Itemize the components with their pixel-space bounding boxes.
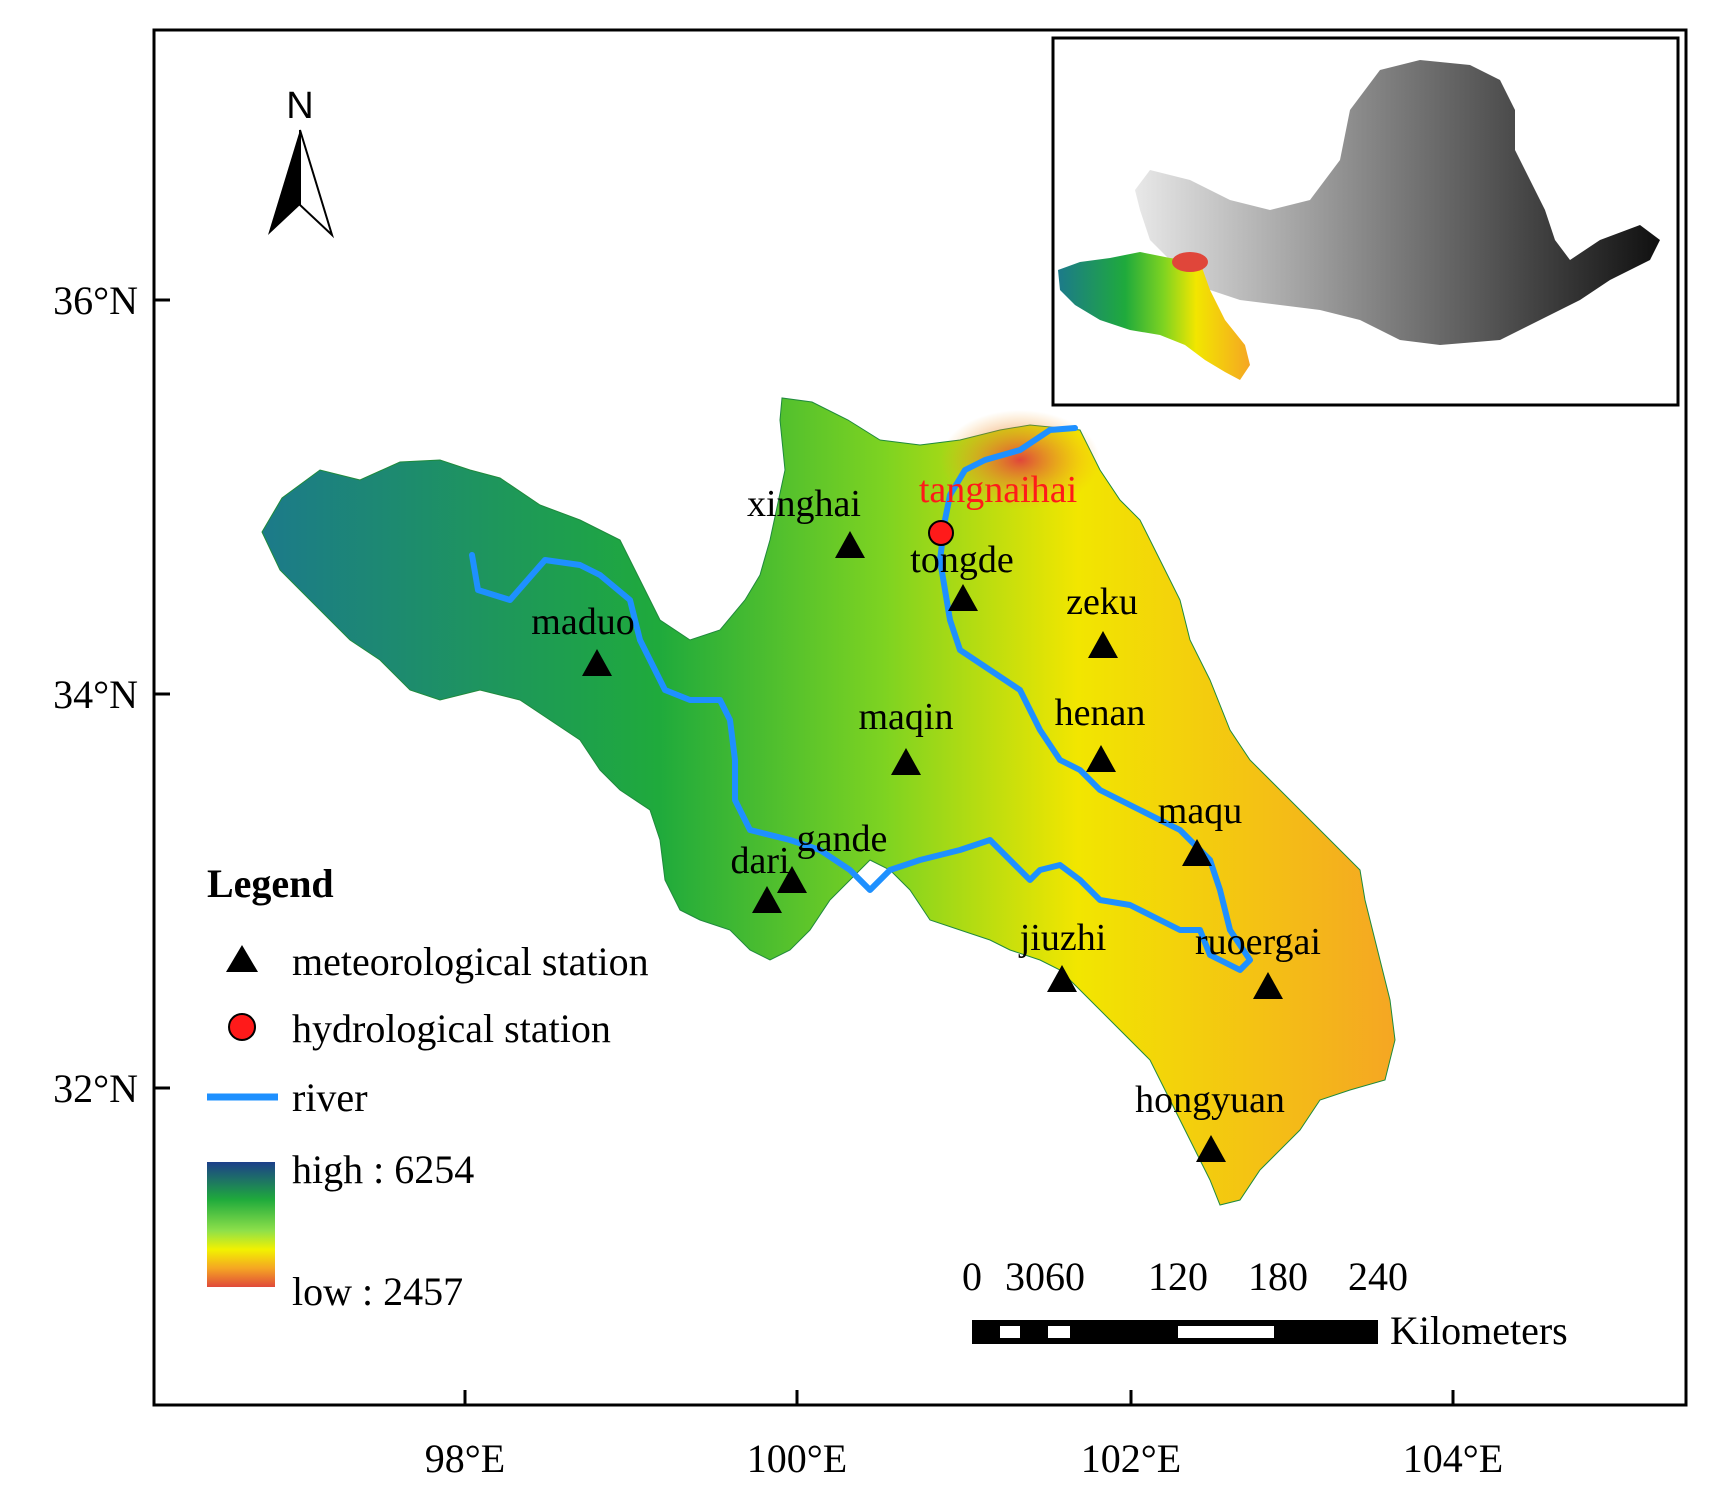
lon-label-102: 102°E: [1081, 1436, 1181, 1481]
scale-unit: Kilometers: [1390, 1308, 1568, 1353]
scale-bar: 0 3060 120 180 240 Kilometers: [962, 1254, 1568, 1353]
scale-tick-240: 240: [1348, 1254, 1408, 1299]
legend-high-label: high : 6254: [292, 1147, 474, 1192]
station-marker-hongyuan: [1196, 1135, 1226, 1162]
lon-label-104: 104°E: [1403, 1436, 1503, 1481]
meteorological-stations: xinghai tongde zeku maduo maqin henan ma…: [531, 483, 1321, 1162]
basin-dem: [261, 397, 1396, 1206]
legend-hydrological-label: hydrological station: [292, 1006, 611, 1051]
inset-basin-gray: [1135, 60, 1660, 345]
station-marker-tongde: [948, 584, 978, 611]
map-frame: [152, 28, 1688, 1407]
station-marker-henan: [1086, 745, 1116, 772]
station-label-jiuzhi: jiuzhi: [1018, 917, 1107, 959]
north-arrow-icon: N: [268, 85, 335, 239]
station-label-maqin: maqin: [859, 696, 954, 738]
scale-tick-120: 120: [1148, 1254, 1208, 1299]
legend-hydro-icon: [228, 1013, 256, 1041]
station-marker-ruoergai: [1253, 972, 1283, 999]
station-label-henan: henan: [1055, 692, 1146, 734]
peak-red-area: [940, 410, 1100, 510]
scale-tick-3060: 3060: [1005, 1254, 1085, 1299]
station-marker-maduo: [582, 649, 612, 676]
station-label-zeku: zeku: [1066, 581, 1138, 623]
station-marker-jiuzhi: [1047, 965, 1077, 992]
inset-basin-color: [1058, 252, 1250, 380]
hydro-marker-tangnaihai: [928, 520, 954, 546]
lat-label-34: 34°N: [53, 672, 138, 717]
basin-outline: [261, 397, 1396, 1206]
legend-title: Legend: [207, 861, 334, 906]
station-marker-maqin: [891, 748, 921, 775]
legend-elevation-ramp: [207, 1162, 275, 1287]
lat-label-36: 36°N: [53, 278, 138, 323]
hydro-label-tangnaihai: tangnaihai: [919, 469, 1077, 511]
frame-ticks: [154, 298, 1455, 1405]
legend-river-label: river: [292, 1075, 368, 1120]
station-label-maduo: maduo: [531, 601, 634, 643]
station-marker-xinghai: [835, 531, 865, 558]
hydrological-station: tangnaihai: [919, 469, 1077, 546]
scale-tick-0: 0: [962, 1254, 982, 1299]
inset-red-peak: [1172, 252, 1208, 272]
scale-tick-180: 180: [1248, 1254, 1308, 1299]
legend-low-label: low : 2457: [292, 1269, 463, 1314]
station-label-gande: gande: [797, 818, 888, 860]
station-label-ruoergai: ruoergai: [1195, 921, 1321, 963]
lon-label-98: 98°E: [425, 1436, 505, 1481]
inset-map: [1051, 36, 1680, 407]
river-line: [469, 425, 1253, 973]
station-marker-gande: [777, 866, 807, 893]
legend: Legend meteorological station hydrologic…: [207, 861, 649, 1314]
station-label-xinghai: xinghai: [747, 483, 861, 525]
station-label-tongde: tongde: [910, 539, 1013, 581]
lat-label-32: 32°N: [53, 1066, 138, 1111]
station-marker-dari: [752, 886, 782, 913]
station-label-hongyuan: hongyuan: [1135, 1079, 1285, 1121]
station-marker-maqu: [1182, 839, 1212, 866]
legend-station-icon: [226, 945, 258, 972]
station-marker-zeku: [1088, 631, 1118, 658]
lon-label-100: 100°E: [747, 1436, 847, 1481]
station-label-maqu: maqu: [1158, 790, 1242, 832]
north-label: N: [286, 85, 313, 127]
legend-meteorological-label: meteorological station: [292, 939, 649, 984]
station-label-dari: dari: [730, 840, 789, 882]
